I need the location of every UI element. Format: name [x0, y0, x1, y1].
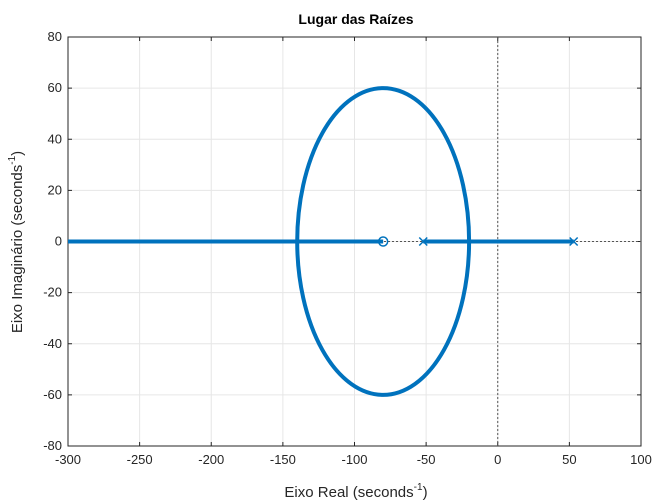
x-axis-label-text: Eixo Real (seconds — [284, 484, 413, 501]
y-tick-label: -80 — [43, 438, 62, 453]
x-axis-label: Eixo Real (seconds-1) — [284, 482, 427, 501]
y-tick-labels: -80 -60 -40 -20 0 20 40 60 80 — [43, 29, 62, 453]
y-tick-label: 60 — [48, 80, 62, 95]
x-tick-labels: -300 -250 -200 -150 -100 -50 0 50 100 — [55, 452, 652, 467]
y-tick-label: 40 — [48, 131, 62, 146]
x-tick-label: 0 — [494, 452, 501, 467]
x-tick-label: 50 — [562, 452, 576, 467]
x-tick-label: -50 — [417, 452, 436, 467]
x-tick-label: -200 — [198, 452, 224, 467]
y-tick-label: -20 — [43, 285, 62, 300]
pole-marker — [569, 236, 579, 247]
x-axis-label-sup: -1 — [414, 482, 423, 493]
y-tick-label: 80 — [48, 29, 62, 44]
x-axis-label-end: ) — [423, 484, 428, 501]
pole-marker — [418, 236, 428, 247]
x-tick-label: 100 — [630, 452, 652, 467]
y-tick-label: 20 — [48, 182, 62, 197]
x-tick-label: -150 — [270, 452, 296, 467]
y-tick-label: -60 — [43, 387, 62, 402]
pole-zero-markers — [377, 236, 579, 247]
x-tick-label: -300 — [55, 452, 81, 467]
x-tick-label: -250 — [127, 452, 153, 467]
locus-branches — [68, 86, 574, 397]
y-axis-label: Eixo Imaginário (seconds-1) — [7, 151, 26, 333]
y-axis-label-end: ) — [9, 151, 26, 156]
locus-circle-branch — [295, 86, 472, 397]
chart-title: Lugar das Raízes — [298, 11, 413, 27]
y-axis-label-text: Eixo Imaginário (seconds — [9, 165, 26, 333]
zero-marker — [377, 236, 389, 247]
y-tick-label: 0 — [55, 234, 62, 249]
y-tick-label: -40 — [43, 336, 62, 351]
x-tick-label: -100 — [341, 452, 367, 467]
y-axis-label-sup: -1 — [7, 155, 18, 164]
